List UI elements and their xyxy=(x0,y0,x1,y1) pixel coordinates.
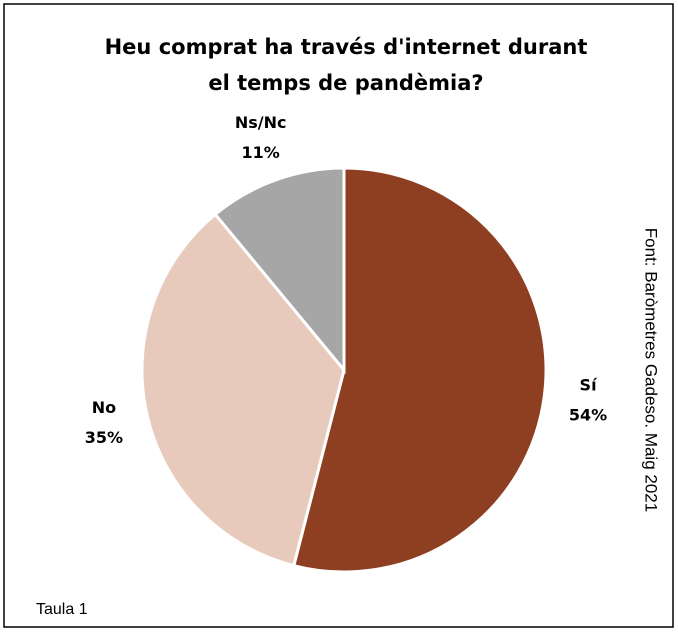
pie-slice xyxy=(140,212,346,568)
slice-value-label: 11% xyxy=(242,143,280,162)
source: Font: Baròmetres Gadeso. Maig 2021 xyxy=(642,228,661,512)
caption: Taula 1 xyxy=(36,601,88,618)
chart-title: Heu comprat ha través d'internet durant xyxy=(105,35,588,59)
slice-value-label: 35% xyxy=(85,428,123,447)
chart-title: el temps de pandèmia? xyxy=(208,71,483,95)
slice-value-label: 54% xyxy=(569,405,607,424)
pie-slice xyxy=(291,166,548,574)
slice-label: Ns/Nc xyxy=(235,113,287,132)
slice-label: Sí xyxy=(580,375,599,394)
slice-label: No xyxy=(92,398,116,417)
pie-slice xyxy=(213,166,346,375)
